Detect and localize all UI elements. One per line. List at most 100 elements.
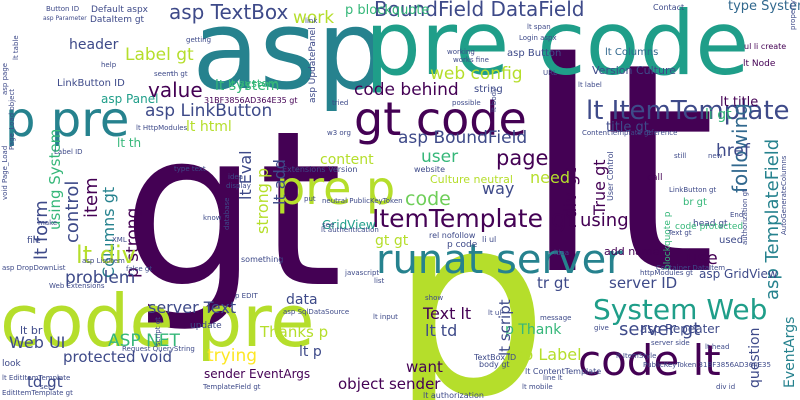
- cloud-word: script gt: [154, 317, 162, 346]
- cloud-word: strong p: [253, 167, 272, 234]
- cloud-word: w3 org: [327, 129, 351, 137]
- cloud-word: idea: [228, 173, 243, 181]
- cloud-word: GridView: [322, 218, 376, 232]
- cloud-word: sender EventArgs: [204, 367, 311, 381]
- cloud-word: Text gt: [668, 229, 692, 237]
- cloud-word: lt p: [299, 344, 322, 360]
- cloud-word: getting: [186, 36, 212, 44]
- cloud-word: string: [474, 84, 503, 95]
- cloud-word: XML: [112, 236, 127, 244]
- cloud-word: asp ListItem: [82, 257, 125, 265]
- cloud-word: Button ID: [46, 5, 80, 13]
- cloud-word: message: [540, 314, 572, 322]
- cloud-word: li gt: [705, 107, 732, 123]
- cloud-word: page: [496, 146, 549, 170]
- cloud-word: body gt: [479, 360, 510, 369]
- cloud-word: p blockquote: [345, 3, 430, 18]
- cloud-word: lt th: [117, 136, 142, 150]
- cloud-word: want: [406, 358, 443, 376]
- cloud-word: Extensions Version: [282, 165, 358, 174]
- cloud-word: display: [226, 182, 251, 190]
- cloud-word: asp DropDownList: [2, 264, 66, 272]
- cloud-word: pre p: [276, 161, 396, 215]
- cloud-word: works fine: [453, 56, 489, 64]
- cloud-word: href: [716, 141, 750, 161]
- cloud-word: p: [390, 161, 549, 400]
- cloud-word: asp BoundField: [398, 128, 528, 148]
- cloud-word: Request QueryString: [122, 345, 195, 353]
- cloud-word: lt body: [490, 87, 498, 112]
- cloud-word: TextBox ID: [474, 353, 517, 362]
- cloud-word: asp Panel: [101, 92, 159, 106]
- cloud-word: asp Parameter: [43, 15, 87, 22]
- cloud-word: line lt: [543, 374, 563, 382]
- cloud-word: header: [69, 37, 119, 53]
- cloud-word: gt gt: [375, 233, 409, 249]
- cloud-word: user: [421, 147, 459, 167]
- cloud-word: neutral PublicKeyToken: [322, 197, 403, 205]
- cloud-word: trying: [207, 346, 258, 366]
- cloud-word: lt ContentTemplate: [525, 367, 602, 376]
- cloud-word: lt div: [76, 241, 136, 269]
- cloud-word: set: [40, 383, 51, 391]
- cloud-word: lt EditItemTemplate: [2, 374, 71, 382]
- cloud-word: using System: [46, 128, 64, 230]
- cloud-word: code behind: [354, 80, 459, 100]
- cloud-word: make: [38, 219, 58, 227]
- cloud-word: work: [293, 8, 335, 28]
- cloud-word: Label ID: [54, 148, 83, 156]
- cloud-word: lt authorization: [423, 391, 484, 400]
- cloud-word: li ul: [482, 235, 497, 244]
- cloud-word: know: [203, 214, 222, 222]
- cloud-word: value: [148, 78, 203, 102]
- cloud-word: lt span: [527, 23, 551, 31]
- cloud-word: put: [304, 195, 316, 203]
- cloud-word: Default aspx: [91, 5, 148, 15]
- cloud-word: lt td: [425, 321, 458, 340]
- cloud-word: ul li create: [744, 42, 787, 51]
- cloud-word: server gt: [619, 319, 701, 340]
- cloud-word: title gt: [606, 120, 649, 135]
- cloud-word: LinkButton ID: [57, 78, 125, 89]
- cloud-word: EventArgs: [782, 316, 798, 388]
- cloud-word: protected void: [63, 348, 173, 366]
- cloud-word: code: [405, 188, 451, 210]
- cloud-word: ItemTemplate gt: [372, 204, 577, 233]
- cloud-word: End: [730, 211, 744, 219]
- cloud-word: code pre: [0, 279, 315, 363]
- cloud-word: see: [322, 221, 335, 229]
- cloud-word: new: [708, 152, 723, 160]
- cloud-word: Login aspx: [519, 34, 557, 42]
- cloud-word: EditItemTemplate gt: [2, 389, 73, 397]
- cloud-word: br gt: [683, 197, 707, 208]
- cloud-word: Contact: [653, 3, 685, 12]
- cloud-word: lt head: [705, 343, 730, 351]
- cloud-word: javascript: [345, 269, 380, 277]
- cloud-word: website: [414, 165, 445, 174]
- cloud-word: add name: [604, 245, 660, 258]
- cloud-word: LinkButton gt: [669, 186, 717, 194]
- cloud-word: Label gt: [125, 45, 194, 65]
- cloud-word: asp UpdatePanel: [308, 27, 318, 103]
- cloud-word: asp TextBox: [169, 0, 289, 24]
- cloud-word: td gt: [27, 373, 63, 391]
- cloud-word: control: [62, 180, 83, 243]
- cloud-word: false gt: [126, 265, 153, 273]
- cloud-word: p code: [447, 240, 478, 250]
- cloud-word: tr gt: [537, 274, 570, 292]
- cloud-word: use: [686, 248, 718, 269]
- cloud-word: asp LinkButton: [145, 101, 273, 121]
- cloud-word: asp SqlDataSource: [283, 308, 350, 316]
- cloud-word: type text: [174, 165, 206, 173]
- cloud-word: httpModules gt: [640, 269, 693, 277]
- cloud-word: asp GridView: [699, 267, 778, 281]
- cloud-word: Text lt: [423, 304, 472, 323]
- cloud-word: question: [747, 327, 763, 388]
- cloud-word: lt table: [12, 35, 20, 60]
- cloud-word: head gt: [693, 219, 728, 229]
- cloud-word: still: [674, 152, 687, 160]
- cloud-word: lt br: [20, 324, 43, 337]
- cloud-word: asp Repeater: [640, 322, 720, 336]
- cloud-word: authorization gt: [741, 189, 749, 245]
